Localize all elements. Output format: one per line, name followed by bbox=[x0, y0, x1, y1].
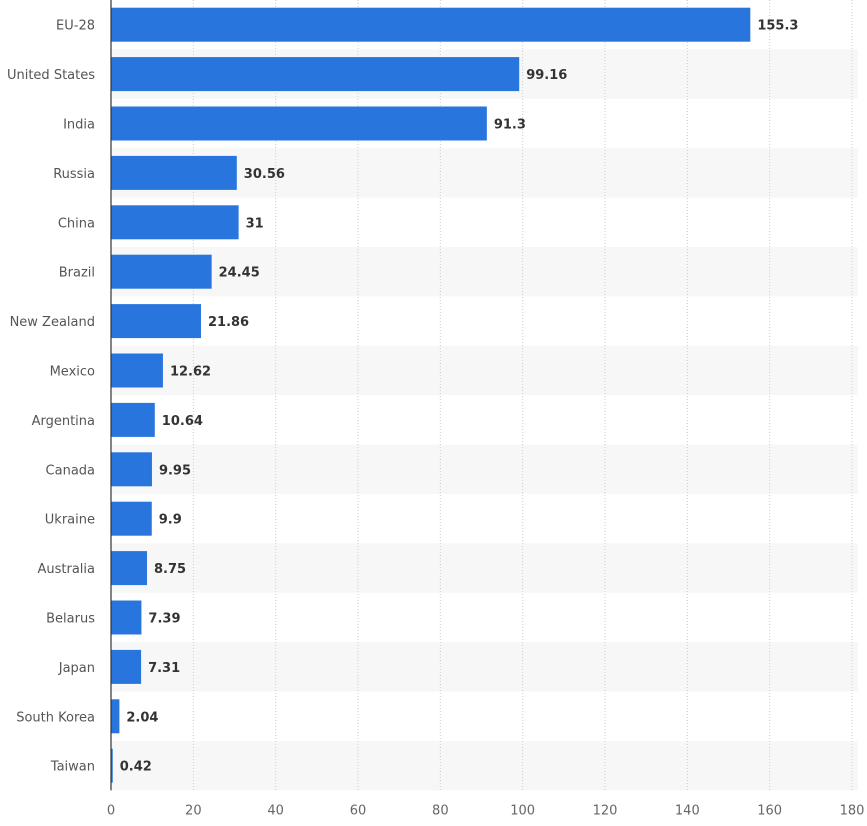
bar bbox=[111, 600, 142, 635]
category-label: Taiwan bbox=[50, 760, 95, 775]
data-label: 7.31 bbox=[148, 661, 180, 676]
category-label: China bbox=[58, 216, 95, 231]
x-tick-label: 140 bbox=[675, 803, 700, 818]
data-label: 9.9 bbox=[159, 513, 182, 528]
data-label: 7.39 bbox=[148, 612, 180, 627]
category-label: Australia bbox=[37, 562, 95, 577]
data-label: 99.16 bbox=[526, 68, 567, 83]
data-label: 24.45 bbox=[219, 266, 260, 281]
x-tick-label: 60 bbox=[350, 803, 367, 818]
x-tick-label: 40 bbox=[267, 803, 284, 818]
data-label: 10.64 bbox=[162, 414, 203, 429]
data-label: 30.56 bbox=[244, 167, 285, 182]
category-label: South Korea bbox=[16, 710, 95, 725]
x-tick-label: 80 bbox=[432, 803, 449, 818]
bar bbox=[111, 205, 239, 240]
data-label: 9.95 bbox=[159, 463, 191, 478]
category-label: Ukraine bbox=[45, 513, 95, 528]
bar bbox=[111, 57, 520, 92]
category-label: Canada bbox=[46, 463, 95, 478]
data-label: 155.3 bbox=[757, 19, 798, 34]
bar bbox=[111, 402, 155, 437]
row-stripe bbox=[111, 543, 858, 593]
category-label: India bbox=[63, 118, 95, 133]
category-label: Russia bbox=[53, 167, 95, 182]
x-tick-label: 160 bbox=[757, 803, 782, 818]
data-label: 2.04 bbox=[126, 710, 158, 725]
x-tick-label: 180 bbox=[840, 803, 865, 818]
x-tick-label: 20 bbox=[185, 803, 202, 818]
bar bbox=[111, 699, 120, 734]
category-label: Belarus bbox=[46, 612, 95, 627]
bar bbox=[111, 106, 487, 141]
bar bbox=[111, 254, 212, 289]
x-tick-label: 100 bbox=[510, 803, 535, 818]
bar bbox=[111, 748, 113, 783]
bar bbox=[111, 452, 152, 487]
row-stripe bbox=[111, 345, 858, 396]
category-label: Mexico bbox=[50, 365, 95, 380]
bar bbox=[111, 551, 148, 586]
row-stripe bbox=[111, 741, 858, 791]
data-label: 8.75 bbox=[154, 562, 186, 577]
bar bbox=[111, 7, 751, 42]
category-label: Brazil bbox=[59, 266, 95, 281]
category-label: Argentina bbox=[32, 414, 95, 429]
row-stripe bbox=[111, 444, 858, 494]
data-label: 12.62 bbox=[170, 365, 211, 380]
x-tick-label: 0 bbox=[107, 803, 115, 818]
bar bbox=[111, 155, 237, 190]
row-stripe bbox=[111, 247, 858, 297]
bar bbox=[111, 649, 142, 684]
category-label: EU-28 bbox=[56, 19, 95, 34]
bar bbox=[111, 353, 163, 388]
data-label: 31 bbox=[246, 216, 264, 231]
data-label: 0.42 bbox=[120, 760, 152, 775]
x-tick-label: 120 bbox=[593, 803, 618, 818]
bar bbox=[111, 501, 152, 536]
category-label: United States bbox=[7, 68, 95, 83]
data-label: 91.3 bbox=[494, 118, 526, 133]
row-stripe bbox=[111, 642, 858, 692]
category-label: Japan bbox=[58, 661, 95, 676]
data-label: 21.86 bbox=[208, 315, 249, 330]
bar bbox=[111, 304, 201, 339]
category-label: New Zealand bbox=[10, 315, 95, 330]
